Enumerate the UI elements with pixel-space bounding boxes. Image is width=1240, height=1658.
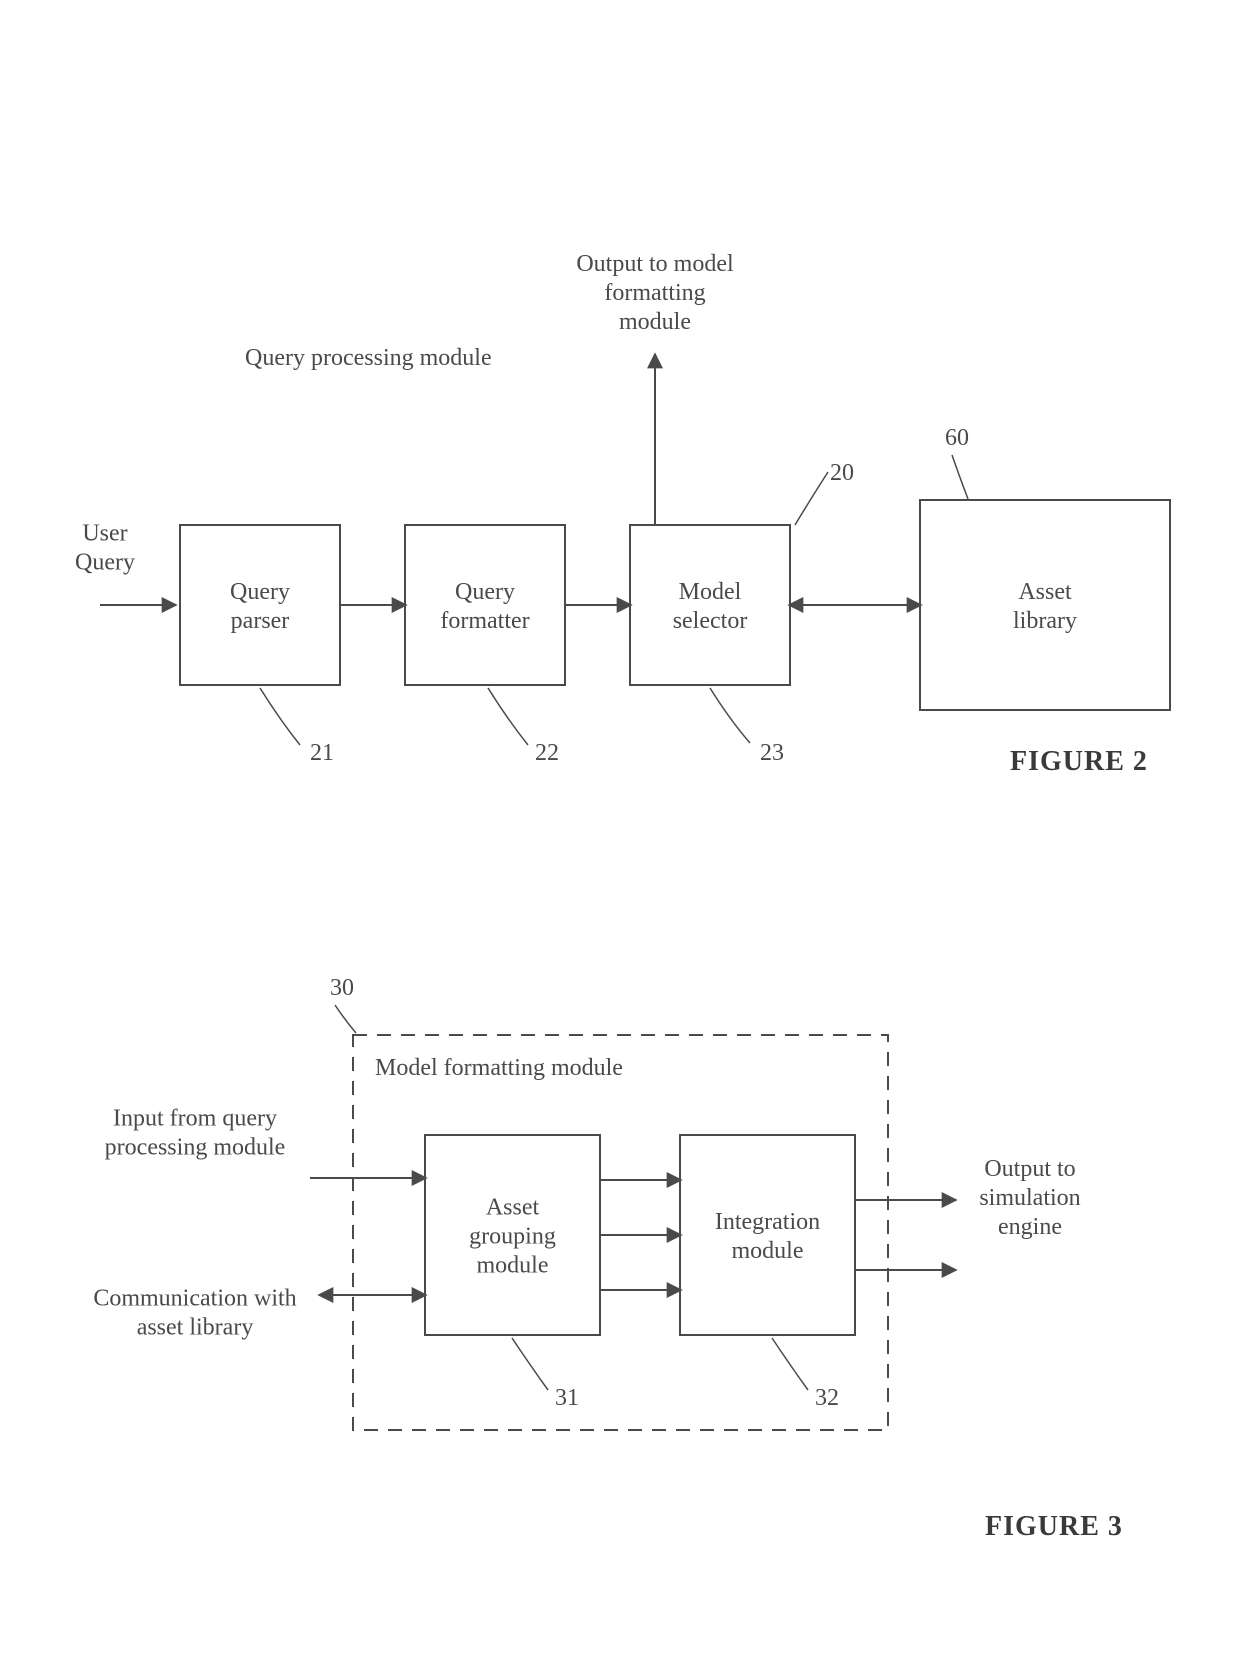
fig2-output-label: formatting [604,280,705,306]
fig2-caption: FIGURE 2 [1010,746,1148,777]
fig3-input2-label: asset library [137,1315,254,1341]
fig2-ref-lead-20 [795,472,828,525]
fig2-box-label-query-parser: Query [230,579,290,605]
fig2-output-label: Output to model [576,251,734,277]
diagram-canvas: Query processing module Query parser 21 Quer… [0,0,1240,1658]
fig2-ref-60: 60 [945,425,969,451]
fig3-ref-lead-31 [512,1338,548,1390]
fig2-input-label: Query [75,550,135,576]
fig2-box-label-query-formatter: Query [455,579,515,605]
fig3-caption: FIGURE 3 [985,1511,1123,1542]
fig3-output-label: simulation [979,1185,1080,1211]
fig2-ref-lead-21 [260,688,300,745]
fig3-box-label-asset-grouping: Asset [486,1194,540,1220]
fig2-box-query-formatter [405,525,565,685]
fig2-ref-lead-23 [710,688,750,743]
fig2-box-query-parser [180,525,340,685]
fig2-ref-20: 20 [830,460,854,486]
fig3-input2-label: Communication with [93,1286,296,1312]
fig2-group-label: Query processing module [245,345,492,371]
fig3-output-label: engine [998,1214,1062,1240]
fig2-output-label: module [619,309,691,335]
fig3-input1-label: Input from query [113,1106,277,1132]
fig3-input1-label: processing module [105,1135,286,1161]
fig2-box-asset-library [920,500,1170,710]
fig3-box-integration-module [680,1135,855,1335]
fig3-container-label: Model formatting module [375,1055,623,1081]
fig3-ref-lead-32 [772,1338,808,1390]
fig2-box-label-model-selector: selector [673,608,748,634]
fig3-box-label-integration-module: Integration [715,1209,820,1235]
fig2-ref-23: 23 [760,740,784,766]
fig3-box-label-asset-grouping: module [477,1252,549,1278]
fig2-ref-lead-22 [488,688,528,745]
fig3-output-label: Output to [984,1156,1075,1182]
fig2-box-label-asset-library: Asset [1018,579,1072,605]
fig2-input-label: User [82,521,127,547]
fig2-box-label-asset-library: library [1013,608,1077,634]
fig3-box-label-asset-grouping: grouping [469,1223,556,1249]
fig3-ref-30: 30 [330,975,354,1001]
fig2-ref-22: 22 [535,740,559,766]
fig3-box-label-integration-module: module [732,1238,804,1264]
fig2-ref-21: 21 [310,740,334,766]
fig3-ref-31: 31 [555,1385,579,1411]
fig2-box-label-query-formatter: formatter [440,608,529,634]
fig2-ref-lead-60 [952,455,968,499]
fig2-box-label-query-parser: parser [231,608,290,634]
fig2-box-label-model-selector: Model [679,579,742,605]
fig3-ref-lead-30 [335,1005,356,1033]
fig2-box-model-selector [630,525,790,685]
fig3-ref-32: 32 [815,1385,839,1411]
